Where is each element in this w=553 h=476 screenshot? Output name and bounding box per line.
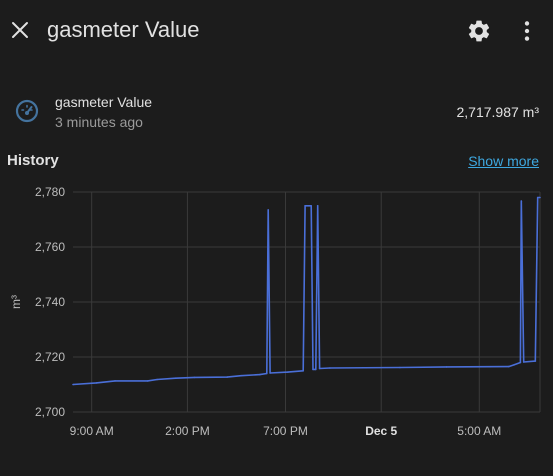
- data-point: [95, 382, 98, 384]
- data-point: [146, 380, 149, 382]
- data-point: [522, 361, 525, 363]
- y-axis-label: m³: [9, 295, 23, 309]
- data-point: [226, 376, 228, 378]
- y-tick-label: 2,740: [35, 295, 65, 309]
- data-point: [507, 365, 510, 368]
- data-point: [304, 205, 306, 207]
- x-tick-label: 9:00 AM: [70, 424, 114, 438]
- history-heading: History: [7, 152, 59, 169]
- entity-name: gasmeter Value: [55, 94, 153, 110]
- data-point: [267, 209, 270, 211]
- close-icon: [12, 22, 28, 38]
- gear-icon: [468, 20, 490, 42]
- data-point: [312, 368, 314, 371]
- data-point: [520, 200, 523, 202]
- data-point: [174, 377, 177, 379]
- y-tick-label: 2,780: [35, 185, 65, 199]
- history-chart[interactable]: 2,780 2,760 2,740 2,720 2,700 9:00 AM 2:00 PM 7…: [0, 180, 553, 450]
- data-point: [316, 205, 319, 207]
- data-point: [519, 361, 522, 364]
- entity-state: 2,717.987 m³: [456, 104, 540, 120]
- x-tick-label: 5:00 AM: [457, 424, 501, 438]
- data-point: [266, 372, 268, 375]
- entity-last-changed: 3 minutes ago: [55, 114, 143, 130]
- data-point: [302, 370, 305, 372]
- y-tick-label: 2,760: [35, 240, 65, 254]
- data-point: [399, 366, 401, 369]
- data-point: [536, 196, 539, 199]
- x-tick-label: Dec 5: [365, 424, 397, 438]
- settings-button[interactable]: [466, 18, 492, 44]
- data-point: [259, 373, 261, 376]
- x-tick-label: 7:00 PM: [263, 424, 308, 438]
- y-tick-label: 2,720: [35, 350, 65, 364]
- data-point: [534, 360, 537, 362]
- data-point: [156, 378, 158, 381]
- data-point: [240, 374, 242, 377]
- more-vert-icon: [524, 21, 530, 41]
- data-point: [318, 367, 321, 370]
- data-point: [114, 380, 116, 382]
- entity-row[interactable]: gasmeter Value 3 minutes ago 2,717.987 m…: [0, 88, 553, 136]
- data-point: [269, 372, 271, 374]
- x-tick-label: 2:00 PM: [165, 424, 210, 438]
- data-point: [310, 205, 313, 207]
- data-point: [513, 363, 516, 366]
- y-tick-label: 2,700: [35, 405, 65, 419]
- show-more-link[interactable]: Show more: [468, 153, 539, 169]
- data-point: [539, 196, 541, 199]
- data-point: [287, 371, 289, 373]
- data-point: [72, 383, 74, 386]
- more-options-button[interactable]: [514, 18, 540, 44]
- data-point: [193, 376, 196, 379]
- gauge-icon: [14, 98, 40, 124]
- data-point: [329, 367, 331, 369]
- data-point: [445, 366, 448, 368]
- close-button[interactable]: [6, 16, 34, 44]
- series-line: [72, 196, 540, 386]
- dialog-header: gasmeter Value: [0, 0, 553, 62]
- data-point: [315, 368, 317, 371]
- dialog-title: gasmeter Value: [47, 17, 200, 42]
